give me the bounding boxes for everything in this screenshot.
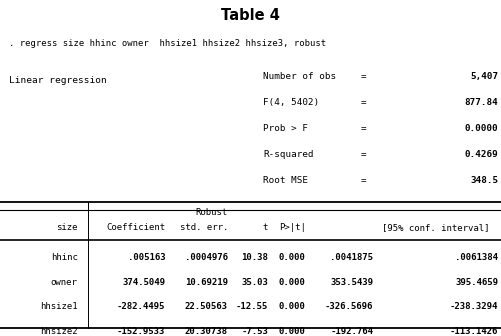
- Text: Root MSE: Root MSE: [263, 176, 308, 185]
- Text: Linear regression: Linear regression: [9, 76, 107, 85]
- Text: -238.3294: -238.3294: [450, 302, 498, 311]
- Text: -192.764: -192.764: [330, 327, 373, 336]
- Text: owner: owner: [51, 278, 78, 287]
- Text: hhsize1: hhsize1: [40, 302, 78, 311]
- Text: t: t: [263, 223, 268, 233]
- Text: 22.50563: 22.50563: [185, 302, 228, 311]
- Text: 10.38: 10.38: [241, 253, 268, 262]
- Text: P>|t|: P>|t|: [279, 223, 306, 233]
- Text: Number of obs: Number of obs: [263, 72, 336, 81]
- Text: hhsize2: hhsize2: [40, 327, 78, 336]
- Text: Prob > F: Prob > F: [263, 124, 308, 133]
- Text: 0.000: 0.000: [279, 253, 306, 262]
- Text: .0041875: .0041875: [330, 253, 373, 262]
- Text: size: size: [56, 223, 78, 233]
- Text: . regress size hhinc owner  hhsize1 hhsize2 hhsize3, robust: . regress size hhinc owner hhsize1 hhsiz…: [9, 39, 326, 48]
- Text: .005163: .005163: [128, 253, 165, 262]
- Text: -113.1426: -113.1426: [450, 327, 498, 336]
- Text: 395.4659: 395.4659: [455, 278, 498, 287]
- Text: F(4, 5402): F(4, 5402): [263, 98, 319, 107]
- Text: =: =: [360, 98, 366, 107]
- Text: .0004976: .0004976: [185, 253, 228, 262]
- Text: -282.4495: -282.4495: [117, 302, 165, 311]
- Text: 348.5: 348.5: [470, 176, 498, 185]
- Text: -152.9533: -152.9533: [117, 327, 165, 336]
- Text: =: =: [360, 72, 366, 81]
- Text: 374.5049: 374.5049: [122, 278, 165, 287]
- Text: .0061384: .0061384: [455, 253, 498, 262]
- Text: 0.000: 0.000: [279, 278, 306, 287]
- Text: Robust: Robust: [196, 208, 228, 217]
- Text: 35.03: 35.03: [241, 278, 268, 287]
- Text: -7.53: -7.53: [241, 327, 268, 336]
- Text: 10.69219: 10.69219: [185, 278, 228, 287]
- Text: 877.84: 877.84: [465, 98, 498, 107]
- Text: 0.000: 0.000: [279, 302, 306, 311]
- Text: 5,407: 5,407: [470, 72, 498, 81]
- Text: -12.55: -12.55: [236, 302, 268, 311]
- Text: 0.000: 0.000: [279, 327, 306, 336]
- Text: Table 4: Table 4: [221, 8, 280, 24]
- Text: 0.4269: 0.4269: [465, 150, 498, 159]
- Text: 0.0000: 0.0000: [465, 124, 498, 133]
- Text: std. err.: std. err.: [179, 223, 228, 233]
- Text: =: =: [360, 150, 366, 159]
- Text: 20.30738: 20.30738: [185, 327, 228, 336]
- Text: -326.5696: -326.5696: [325, 302, 373, 311]
- Text: 353.5439: 353.5439: [330, 278, 373, 287]
- Text: [95% conf. interval]: [95% conf. interval]: [382, 223, 489, 233]
- Text: Coefficient: Coefficient: [106, 223, 165, 233]
- Text: R-squared: R-squared: [263, 150, 314, 159]
- Text: hhinc: hhinc: [51, 253, 78, 262]
- Text: =: =: [360, 124, 366, 133]
- Text: =: =: [360, 176, 366, 185]
